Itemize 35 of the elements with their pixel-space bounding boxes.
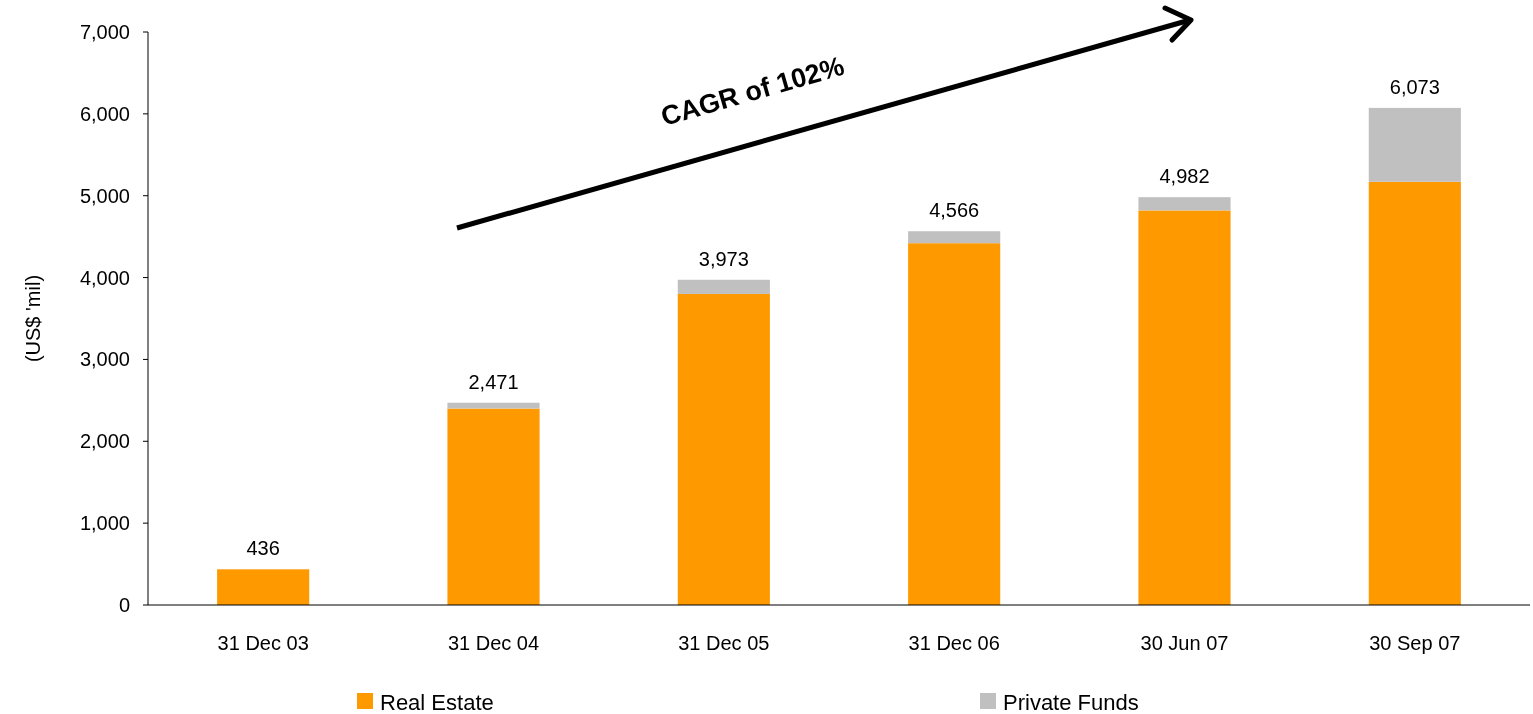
bar xyxy=(677,293,770,605)
y-tick-label: 1,000 xyxy=(79,512,130,535)
bar xyxy=(447,408,540,605)
bar xyxy=(677,279,770,294)
x-tick-label: 31 Dec 06 xyxy=(908,632,1000,654)
bar xyxy=(1138,210,1231,605)
x-tick-label: 30 Sep 07 xyxy=(1369,632,1461,654)
total-label: 4,982 xyxy=(1159,165,1210,188)
bar xyxy=(1368,107,1461,182)
total-label: 436 xyxy=(246,537,280,560)
total-label: 6,073 xyxy=(1389,75,1440,98)
y-tick-label: 4,000 xyxy=(79,266,130,289)
y-tick-label: 5,000 xyxy=(79,184,130,207)
bar xyxy=(908,243,1001,605)
bar xyxy=(1138,197,1231,211)
x-tick-label: 31 Dec 03 xyxy=(217,632,309,654)
x-tick-label: 31 Dec 05 xyxy=(678,632,770,654)
x-tick-label: 30 Jun 07 xyxy=(1140,632,1229,654)
legend-label: Private Funds xyxy=(1003,689,1139,714)
annotation: CAGR of 102% xyxy=(657,50,848,132)
total-label: 2,471 xyxy=(468,370,519,393)
bar xyxy=(908,231,1001,244)
x-tick-label: 31 Dec 04 xyxy=(447,632,540,654)
total-label: 4,566 xyxy=(929,199,980,222)
y-tick-label: 3,000 xyxy=(79,348,130,371)
y-tick-label: 0 xyxy=(118,594,130,616)
legend-label: Real Estate xyxy=(380,689,494,714)
bar xyxy=(447,402,540,409)
bar xyxy=(217,569,310,605)
total-label: 3,973 xyxy=(698,247,749,270)
y-tick-label: 2,000 xyxy=(79,430,130,453)
bar xyxy=(1368,181,1461,605)
y-tick-label: 6,000 xyxy=(79,102,130,125)
y-tick-label: 7,000 xyxy=(79,21,130,43)
y-axis-title: (US$ 'mil) xyxy=(22,274,44,363)
